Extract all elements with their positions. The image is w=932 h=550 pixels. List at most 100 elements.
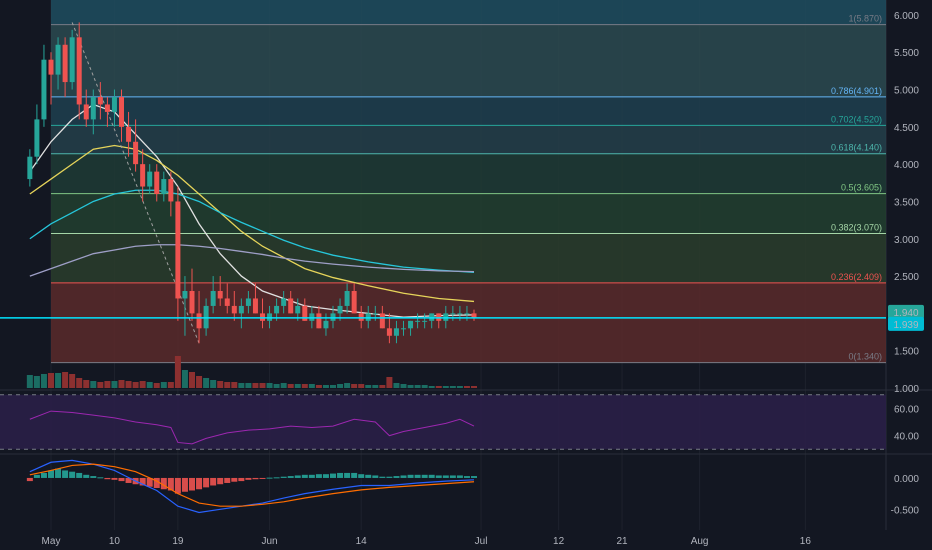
macd-histogram-bar <box>174 477 181 494</box>
volume-bar <box>471 386 477 388</box>
volume-bar <box>330 385 336 388</box>
time-axis[interactable]: May 10 19 Jun 14 Jul 12 21 Aug 16 <box>42 536 812 547</box>
candle-body <box>464 313 470 315</box>
rsi-tick-label: 40.00 <box>894 432 919 443</box>
candle-body <box>429 313 435 321</box>
volume-bar <box>301 384 308 388</box>
candle-body <box>104 104 110 112</box>
volume-bar <box>174 356 181 388</box>
volume-bar <box>160 382 167 388</box>
fib-zone <box>51 193 886 234</box>
fib-zone <box>51 24 886 97</box>
candle-body <box>161 179 167 194</box>
candle-body <box>281 298 287 306</box>
volume-bar <box>428 386 435 388</box>
macd-histogram-bar <box>471 476 477 478</box>
candle-body <box>323 320 329 329</box>
macd-pane: 0.000 -0.500 <box>26 459 919 516</box>
macd-histogram-bar <box>224 477 231 483</box>
macd-histogram-bar <box>372 475 379 478</box>
candle-body <box>415 320 421 322</box>
volume-bar <box>118 380 125 388</box>
macd-histogram-bar <box>294 475 301 478</box>
macd-histogram-bar <box>146 477 153 487</box>
volume-bar <box>111 381 118 388</box>
volume-bar <box>83 380 90 388</box>
volume-bar <box>189 372 195 388</box>
fib-level-label: 0.382(3.070) <box>831 223 882 233</box>
candle-body <box>260 313 265 321</box>
candle-body <box>372 313 378 315</box>
volume-bar <box>372 385 379 388</box>
price-badge-label: 1.939 <box>893 320 918 331</box>
fibonacci-retracement[interactable]: 1(5.870) 0.786(4.901) 0.702(4.520) 0.618(4.… <box>51 0 886 364</box>
macd-histogram-bar <box>26 477 33 482</box>
macd-histogram-bar <box>97 477 104 479</box>
candle-body <box>83 104 89 120</box>
macd-histogram-bar <box>301 474 308 478</box>
moving-average-line <box>29 189 475 273</box>
candle-body <box>69 37 75 83</box>
candle-body <box>344 291 350 306</box>
price-tick-label: 4.500 <box>894 123 919 134</box>
time-tick-label: 19 <box>172 536 184 547</box>
macd-histogram-bar <box>83 474 90 478</box>
macd-histogram-bar <box>217 477 224 485</box>
volume-bar <box>449 386 456 388</box>
candle-body <box>393 328 399 336</box>
volume-bar <box>421 385 428 388</box>
macd-histogram-bar <box>210 477 217 486</box>
macd-line <box>29 459 475 514</box>
macd-histogram-bar <box>33 474 40 478</box>
macd-histogram-bar <box>421 474 428 478</box>
candle-body <box>309 313 315 321</box>
candle-body <box>288 298 294 314</box>
candle-body <box>182 291 188 299</box>
macd-histogram-bar <box>160 477 167 490</box>
candle-body <box>175 201 181 299</box>
volume-bar <box>224 382 231 388</box>
macd-signal-line <box>29 463 475 507</box>
macd-histogram-bar <box>118 477 125 482</box>
macd-histogram-bar <box>273 477 280 479</box>
candle-body <box>27 156 33 180</box>
price-tick-label: 3.500 <box>894 197 919 208</box>
time-tick-label: 12 <box>553 536 565 547</box>
candle-body <box>231 305 237 314</box>
volume-bar <box>153 383 160 388</box>
volume-bar <box>266 383 273 388</box>
fib-zone <box>51 233 886 283</box>
macd-histogram-bar <box>322 474 329 478</box>
macd-histogram-bar <box>189 477 195 491</box>
candle-body <box>34 119 40 157</box>
price-tick-label: 2.500 <box>894 272 919 283</box>
volume-bar <box>132 382 139 388</box>
volume-bar <box>407 385 414 388</box>
macd-histogram-bar <box>463 476 470 478</box>
fib-level-label: 0(1.340) <box>848 352 882 362</box>
volume-bar <box>379 385 386 388</box>
time-tick-label: 10 <box>109 536 121 547</box>
candle-body <box>196 313 202 329</box>
macd-tick-label: 0.000 <box>894 474 919 485</box>
macd-histogram-bar <box>139 477 146 486</box>
macd-histogram-bar <box>245 477 252 480</box>
rsi-pane: 60.00 40.00 <box>0 394 919 450</box>
macd-histogram-bar <box>62 470 69 478</box>
time-tick-label: Jul <box>475 536 488 547</box>
volume-bar <box>442 386 449 388</box>
price-tick-label: 6.000 <box>894 11 919 22</box>
price-axis[interactable]: 6.000 5.500 5.000 4.500 4.000 3.500 3.000 2.500… <box>888 11 924 395</box>
candle-body <box>48 59 54 75</box>
volume-bar <box>344 383 351 388</box>
candle-body <box>274 305 280 314</box>
macd-histogram-bar <box>337 472 344 478</box>
macd-histogram-bar <box>48 470 54 478</box>
volume-bar <box>40 374 47 388</box>
candle-body <box>295 305 301 314</box>
time-tick-label: Jun <box>261 536 277 547</box>
macd-histogram-bar <box>442 475 449 478</box>
candle-body <box>41 59 47 120</box>
